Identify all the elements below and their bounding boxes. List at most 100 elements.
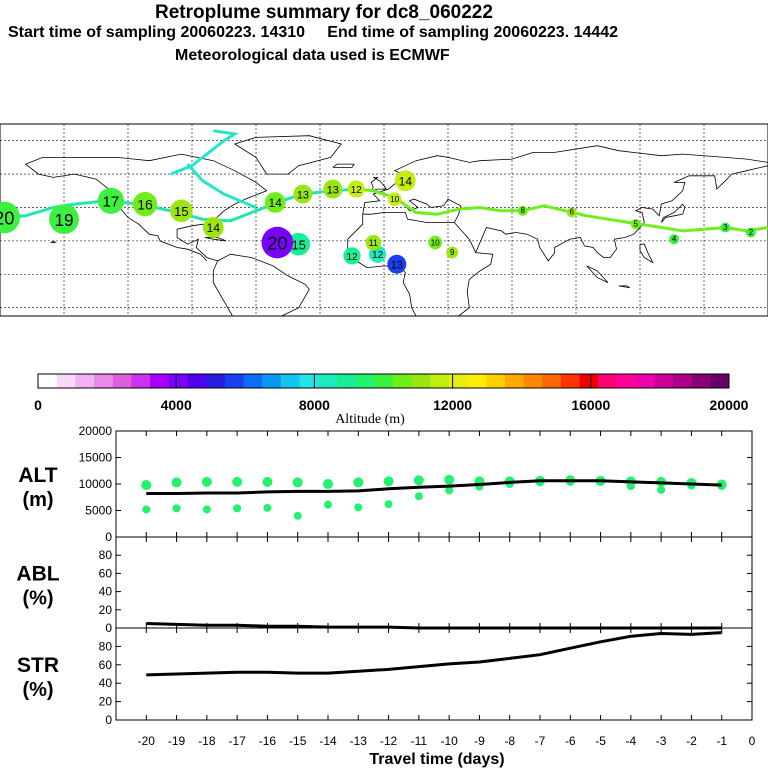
coastline (639, 243, 654, 264)
coastline (586, 265, 609, 283)
panel-label: ABL (16, 563, 59, 586)
colorbar-segment (150, 374, 170, 388)
day-marker-label: 4 (672, 234, 677, 243)
day-marker: 11 (365, 234, 382, 251)
colorbar-segment (262, 374, 282, 388)
colorbar-tick-label: 20000 (710, 397, 749, 413)
coastline (362, 145, 768, 215)
x-tick-label: -17 (228, 734, 246, 748)
colorbar-segment (448, 374, 469, 388)
altitude-point (657, 485, 666, 494)
day-marker-label: 17 (103, 194, 120, 211)
x-tick-label: -18 (198, 734, 216, 748)
colorbar-tick-label: 8000 (299, 397, 330, 413)
altitude-point (413, 475, 424, 486)
y-tick-label: 40 (99, 585, 113, 599)
day-marker-dot (394, 170, 416, 192)
x-tick-label: -11 (411, 734, 428, 748)
altitude-point (262, 476, 273, 487)
y-tick-label: 80 (99, 639, 113, 653)
x-tick-label: -8 (504, 734, 515, 748)
colorbar-tick-label: 12000 (433, 397, 472, 413)
day-marker-dot (293, 184, 313, 204)
day-marker: 4 (669, 234, 680, 245)
day-marker-label: 20 (267, 234, 287, 254)
day-marker-label: 12 (347, 252, 358, 263)
day-marker-dot (745, 227, 756, 238)
altitude-point (292, 477, 303, 488)
day-marker-label: 16 (137, 197, 153, 213)
panel-unit: (%) (22, 588, 53, 610)
day-marker: 3 (720, 222, 731, 233)
day-marker-label: 14 (399, 174, 413, 188)
y-tick-label: 5000 (85, 504, 112, 518)
series-line (146, 479, 722, 495)
plume-trajectory (358, 187, 768, 233)
colorbar-segment (523, 374, 543, 388)
day-marker-dot (132, 191, 158, 217)
y-tick-label: 40 (99, 676, 113, 690)
x-tick-label: -14 (319, 734, 337, 748)
altitude-point (414, 492, 423, 501)
day-marker-label: 3 (723, 223, 728, 232)
colorbar-segment (168, 374, 188, 388)
y-tick-label: 60 (99, 658, 113, 672)
colorbar-segment (318, 374, 338, 388)
altitude-point (232, 476, 243, 487)
altitude-point (626, 482, 635, 491)
y-tick-label: 0 (105, 621, 112, 635)
day-marker: 13 (387, 254, 407, 274)
day-marker: 12 (347, 180, 365, 198)
colorbar-segment (206, 374, 226, 388)
series-line (146, 622, 722, 630)
colorbar-segment (542, 374, 562, 388)
day-marker-label: 5 (634, 219, 639, 228)
altitude-point (383, 476, 394, 487)
day-marker-label: 6 (570, 208, 575, 217)
map-panel: 2019171615141413131215121213201114101098… (0, 123, 768, 317)
colorbar-segment (579, 374, 599, 388)
colorbar-segment (486, 374, 506, 388)
coastline (50, 240, 57, 243)
colorbar-segment (411, 374, 431, 388)
coastline (370, 177, 387, 192)
colorbar-segment (75, 374, 95, 388)
colorbar-segment (672, 374, 693, 388)
day-marker-label: 8 (520, 206, 525, 215)
day-marker: 19 (49, 204, 79, 235)
altitude-point (201, 476, 212, 487)
chart-title: Retroplume summary for dc8_060222 (155, 2, 493, 23)
day-marker: 14 (202, 217, 224, 238)
day-marker-label: 14 (207, 221, 221, 235)
y-tick-label: 80 (99, 548, 113, 562)
coastline (660, 203, 686, 223)
day-marker: 17 (97, 187, 125, 214)
altitude-point (263, 503, 272, 512)
colorbar-segment (243, 374, 263, 388)
y-tick-label: 20000 (79, 424, 113, 438)
x-tick-label: -16 (259, 734, 277, 748)
x-tick-label: -5 (595, 734, 606, 748)
coastline (618, 285, 631, 289)
day-marker: 10 (428, 235, 443, 250)
day-marker-dot (97, 187, 125, 214)
coastline (233, 135, 342, 175)
altitude-point (172, 504, 181, 513)
colorbar-segment (38, 374, 58, 388)
met-data-line: Meteorological data used is ECMWF (175, 47, 450, 64)
day-marker-label: 13 (327, 184, 339, 196)
x-axis-label: Travel time (days) (369, 751, 504, 768)
altitude-point (293, 511, 302, 520)
colorbar-segment (635, 374, 655, 388)
day-marker-dot (566, 207, 577, 218)
day-marker-label: 14 (269, 196, 283, 210)
day-marker-dot (287, 232, 310, 256)
day-marker-dot (347, 180, 365, 198)
day-marker-dot (387, 192, 402, 206)
x-tick-label: -9 (474, 734, 485, 748)
day-marker-dot (264, 192, 286, 213)
day-marker: 9 (446, 246, 459, 259)
colorbar-segment (94, 374, 114, 388)
colorbar-segment (616, 374, 637, 388)
sampling-time-line: Start time of sampling 20060223. 14310 E… (8, 24, 619, 41)
